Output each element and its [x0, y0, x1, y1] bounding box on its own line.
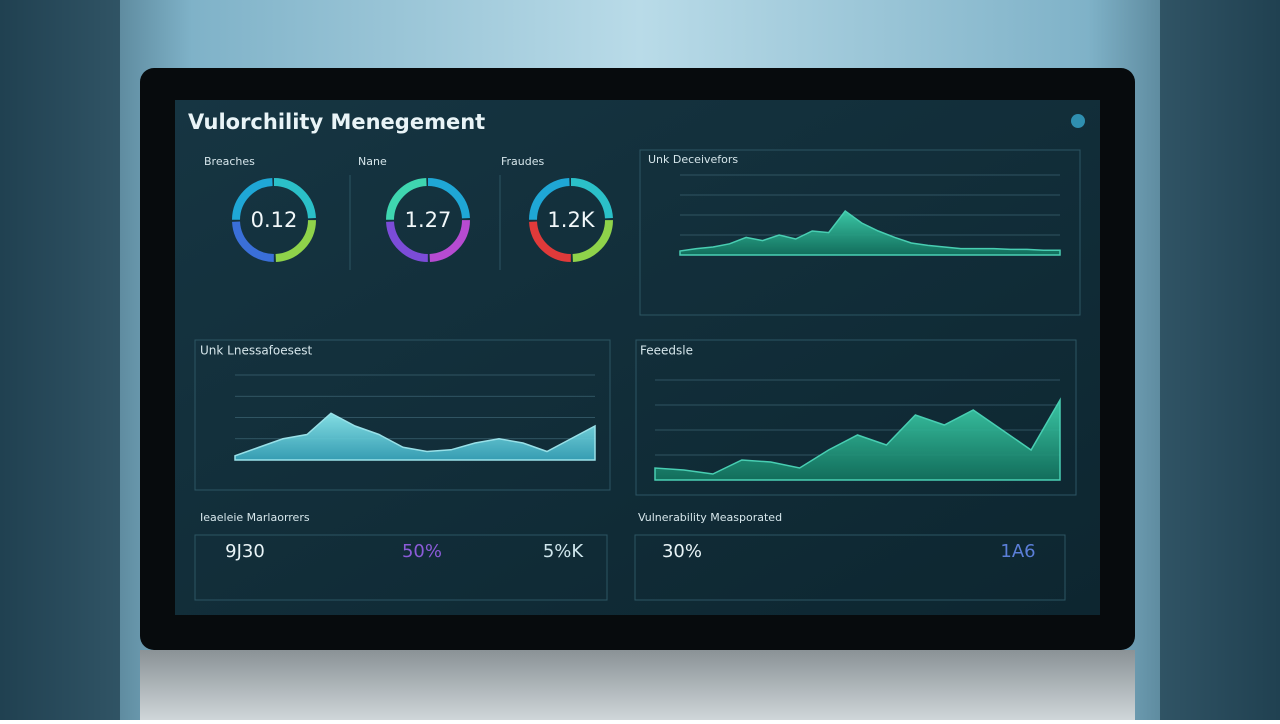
stat-value: 1A6: [1000, 541, 1035, 562]
stat-value: 30%: [662, 541, 702, 562]
gauge-label: Nane: [358, 155, 387, 168]
gauge-value: 1.27: [405, 208, 452, 232]
gauge-ring: [529, 178, 613, 262]
gauge-label: Breaches: [204, 155, 255, 168]
panel-title: Unk Lnessafoesest: [200, 344, 313, 358]
gauge-label: Fraudes: [501, 155, 545, 168]
rack: [1160, 0, 1280, 720]
panel-title: Unk Deceivefors: [648, 153, 738, 166]
gauge-ring: [386, 178, 470, 262]
area: [654, 397, 1061, 481]
panel: [194, 534, 608, 601]
screen: [175, 100, 1100, 615]
panel: [635, 339, 1077, 496]
gauge-ring: [232, 178, 316, 262]
stat-value: 50%: [402, 541, 442, 562]
rack: [0, 0, 120, 720]
panel-title: Feeedsle: [640, 344, 693, 358]
gauge-value: 1.2K: [547, 208, 595, 232]
stat-value: 9J30: [225, 541, 265, 562]
area: [679, 209, 1061, 256]
area: [234, 412, 596, 461]
panel: [639, 149, 1081, 316]
panel: [194, 339, 611, 491]
panel-title: Vulnerability Measporated: [638, 511, 782, 524]
stat-value: 5%K: [543, 541, 585, 562]
panel: [634, 534, 1066, 601]
title: Vulorchility Menegement: [188, 110, 485, 134]
panel-title: Ieaeleie Marlaorrers: [200, 511, 310, 524]
settings-icon[interactable]: [1071, 114, 1085, 128]
gauge-value: 0.12: [251, 208, 298, 232]
stand: [140, 650, 1135, 720]
